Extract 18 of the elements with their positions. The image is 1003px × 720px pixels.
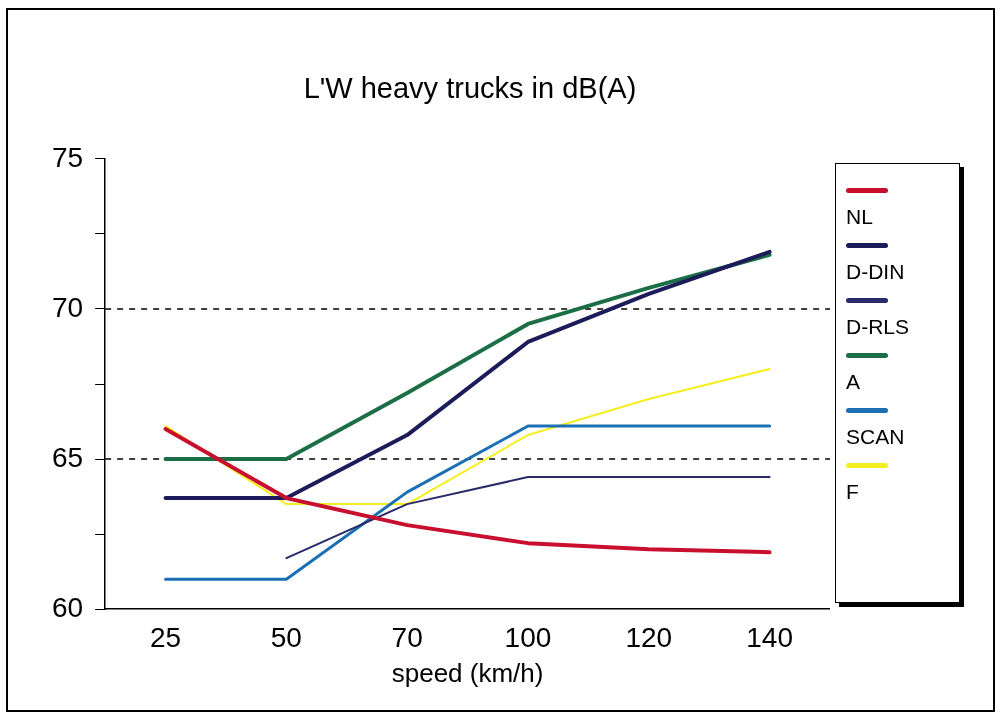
y-tick-label: 65 [51, 441, 84, 473]
legend-label: NL [846, 205, 874, 229]
x-tick-label: 70 [391, 621, 423, 653]
x-tick-label: 140 [746, 621, 793, 653]
x-tick-label: 120 [625, 621, 673, 653]
legend-label: F [846, 480, 860, 504]
y-tick-label: 60 [51, 591, 84, 623]
x-tick-label: 100 [504, 621, 552, 653]
legend-label: A [846, 370, 861, 394]
y-tick-label: 70 [51, 291, 84, 323]
y-tick-label: 75 [51, 141, 84, 173]
chart-title: L'W heavy trucks in dB(A) [302, 72, 638, 105]
x-tick-label: 50 [270, 621, 302, 653]
legend-label: SCAN [846, 425, 906, 449]
legend-label: D-DIN [846, 260, 906, 284]
legend-label: D-RLS [846, 315, 910, 339]
x-axis-title: speed (km/h) [391, 657, 544, 688]
x-tick-label: 25 [149, 621, 182, 653]
